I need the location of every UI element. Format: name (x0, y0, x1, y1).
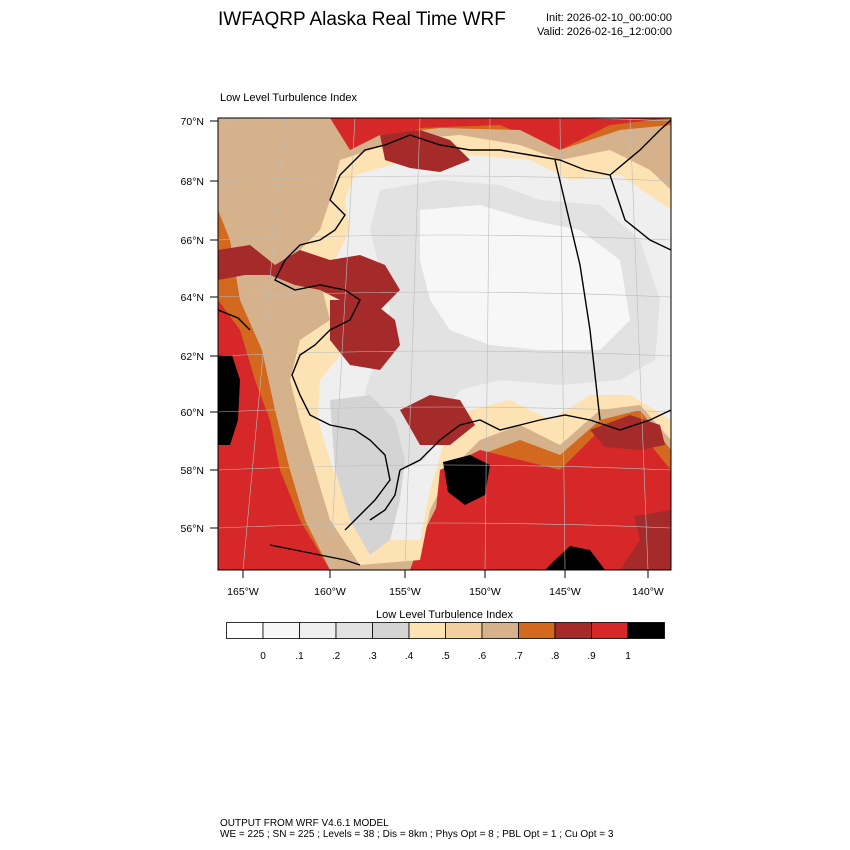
panel-title: Low Level Turbulence Index (220, 92, 357, 104)
colorbar-box (372, 622, 410, 639)
lon-label-160: 160°W (314, 586, 346, 598)
field-black-west (218, 355, 240, 445)
graticule (218, 118, 671, 570)
colorbar-label: .9 (587, 651, 596, 662)
colorbar-box (445, 622, 483, 639)
field-white-interior (420, 205, 630, 350)
lat-label-58: 58°N (181, 465, 204, 477)
lon-label-165: 165°W (227, 586, 259, 598)
turbulence-map: 70°N 68°N 66°N 64°N 62°N 60°N 58°N 56°N … (181, 116, 672, 598)
lat-label-60: 60°N (181, 407, 204, 419)
colorbar-label: 0 (260, 651, 266, 662)
colorbar-boxes (226, 622, 665, 639)
valid-time: Valid: 2026-02-16_12:00:00 (537, 26, 672, 38)
lon-label-155: 155°W (389, 586, 421, 598)
colorbar-label: .4 (405, 651, 414, 662)
colorbar-label: .2 (332, 651, 341, 662)
colorbar-box (591, 622, 629, 639)
colorbar-labels: 0 .1 .2 .3 .4 .5 .6 .7 .8 .9 1 (260, 651, 631, 662)
colorbar-box (408, 622, 446, 639)
coastline (218, 119, 671, 566)
colorbar-label: .6 (478, 651, 487, 662)
colorbar-title: Low Level Turbulence Index (376, 609, 513, 621)
field-red-bering (218, 300, 330, 570)
colorbar-box (554, 622, 592, 639)
lon-label-145: 145°W (549, 586, 581, 598)
colorbar-box (335, 622, 373, 639)
colorbar-label: .8 (551, 651, 560, 662)
colorbar-box (262, 622, 300, 639)
main-title: IWFAQRP Alaska Real Time WRF (218, 9, 506, 30)
map-field (218, 118, 671, 570)
field-darkred-patch-north (380, 130, 470, 172)
colorbar-box (226, 622, 264, 639)
colorbar-label: 1 (625, 651, 631, 662)
colorbar-box (518, 622, 556, 639)
lat-label-70: 70°N (181, 116, 204, 128)
colorbar-box (299, 622, 337, 639)
lat-label-66: 66°N (181, 235, 204, 247)
lon-label-150: 150°W (469, 586, 501, 598)
colorbar-label: .7 (514, 651, 523, 662)
footer-config-line: WE = 225 ; SN = 225 ; Levels = 38 ; Dis … (220, 829, 614, 840)
colorbar-label: .3 (368, 651, 377, 662)
field-darkred-patch-2 (330, 300, 400, 370)
lat-label-62: 62°N (181, 351, 204, 363)
lon-label-140: 140°W (632, 586, 664, 598)
field-darkred-patch-4 (590, 415, 665, 450)
lat-label-68: 68°N (181, 176, 204, 188)
lat-label-64: 64°N (181, 292, 204, 304)
colorbar: 0 .1 .2 .3 .4 .5 .6 .7 .8 .9 1 (226, 622, 665, 662)
field-black-south (545, 546, 605, 570)
colorbar-label: .1 (295, 651, 304, 662)
lat-ticks (210, 120, 218, 529)
colorbar-box (481, 622, 519, 639)
colorbar-label: .5 (441, 651, 450, 662)
field-darkred-patch-3 (400, 395, 475, 445)
map-frame (217, 117, 672, 571)
field-gray-southwest (330, 395, 405, 555)
field-darkred-patch-1 (218, 245, 400, 310)
field-black-kodiak (443, 455, 490, 505)
init-time: Init: 2026-02-10_00:00:00 (546, 12, 672, 24)
footer-model-line: OUTPUT FROM WRF V4.6.1 MODEL (220, 818, 389, 829)
lon-ticks (242, 570, 649, 578)
colorbar-box (627, 622, 665, 639)
lat-label-56: 56°N (181, 523, 204, 535)
